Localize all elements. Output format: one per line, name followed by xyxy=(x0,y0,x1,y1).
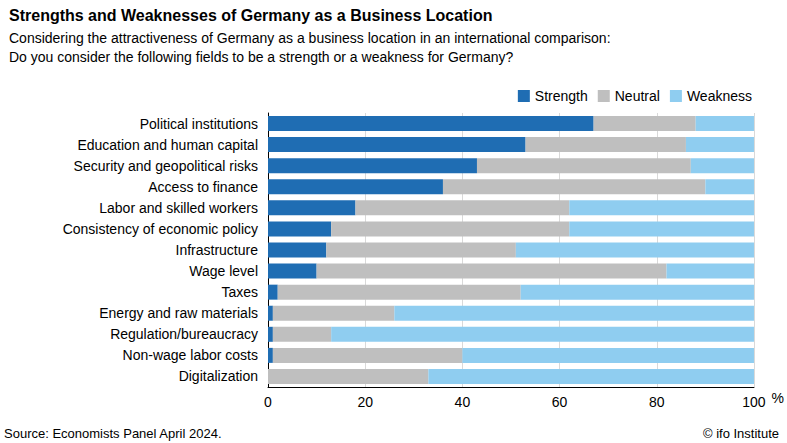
svg-text:Source: Economists Panel April: Source: Economists Panel April 2024. xyxy=(4,426,222,441)
svg-text:Non-wage labor costs: Non-wage labor costs xyxy=(123,347,258,363)
svg-text:60: 60 xyxy=(552,394,568,410)
svg-text:0: 0 xyxy=(264,394,272,410)
svg-text:Considering the attractiveness: Considering the attractiveness of German… xyxy=(9,30,611,46)
svg-text:Political institutions: Political institutions xyxy=(140,116,258,132)
svg-text:Weakness: Weakness xyxy=(687,88,752,104)
svg-text:Security and geopolitical risk: Security and geopolitical risks xyxy=(74,158,258,174)
svg-text:Consistency of economic policy: Consistency of economic policy xyxy=(63,221,258,237)
svg-text:Access to finance: Access to finance xyxy=(148,179,258,195)
svg-text:80: 80 xyxy=(649,394,665,410)
svg-text:Strengths and Weaknesses of Ge: Strengths and Weaknesses of Germany as a… xyxy=(9,7,492,24)
svg-text:Energy and raw materials: Energy and raw materials xyxy=(99,305,258,321)
svg-text:100: 100 xyxy=(742,394,766,410)
svg-text:Wage level: Wage level xyxy=(189,263,258,279)
svg-text:40: 40 xyxy=(455,394,471,410)
svg-text:Labor and skilled workers: Labor and skilled workers xyxy=(99,200,258,216)
svg-text:Taxes: Taxes xyxy=(221,284,258,300)
svg-text:Infrastructure: Infrastructure xyxy=(176,242,259,258)
svg-text:Education and human capital: Education and human capital xyxy=(77,137,258,153)
svg-text:Neutral: Neutral xyxy=(615,88,660,104)
svg-text:Digitalization: Digitalization xyxy=(179,368,258,384)
svg-text:%: % xyxy=(772,390,784,406)
svg-text:Regulation/bureaucracy: Regulation/bureaucracy xyxy=(110,326,258,342)
svg-text:© ifo Institute: © ifo Institute xyxy=(703,426,779,441)
svg-text:Do you consider the following: Do you consider the following fields to … xyxy=(9,49,513,65)
svg-text:Strength: Strength xyxy=(535,88,588,104)
svg-text:20: 20 xyxy=(357,394,373,410)
